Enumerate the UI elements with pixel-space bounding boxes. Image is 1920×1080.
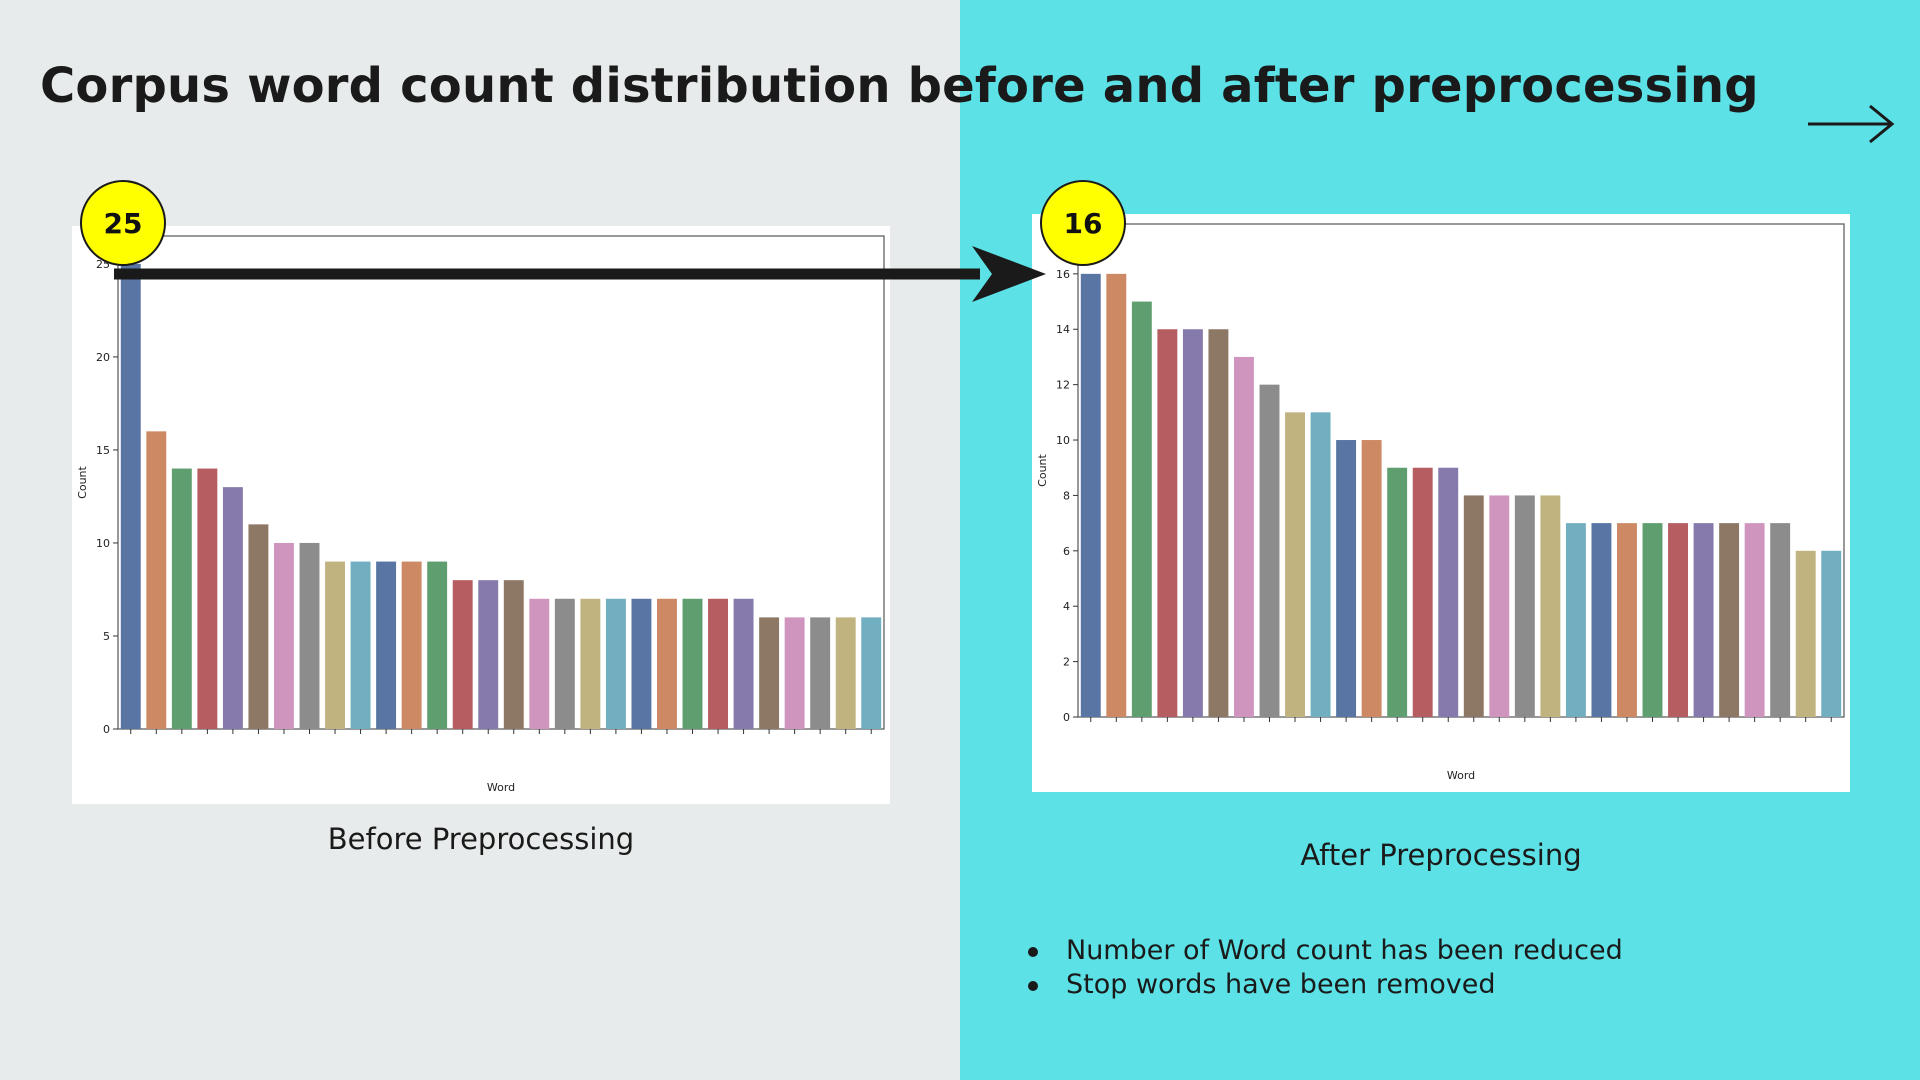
bar bbox=[1157, 329, 1178, 717]
bar bbox=[325, 561, 345, 729]
note-item: Stop words have been removed bbox=[1022, 968, 1623, 1002]
bar bbox=[1106, 273, 1127, 717]
y-tick-label: 0 bbox=[103, 723, 110, 736]
bar bbox=[1540, 495, 1561, 717]
bar bbox=[1361, 440, 1382, 717]
bar bbox=[248, 524, 269, 729]
bar bbox=[861, 617, 882, 729]
bar bbox=[733, 598, 754, 729]
y-tick-label: 12 bbox=[1056, 379, 1070, 392]
bar bbox=[1591, 523, 1612, 717]
bar bbox=[1310, 412, 1331, 717]
bar bbox=[1642, 523, 1663, 717]
bar bbox=[376, 561, 397, 729]
bar bbox=[1668, 523, 1688, 717]
bar bbox=[1693, 523, 1714, 717]
x-axis-label: Word bbox=[1447, 769, 1475, 782]
bar bbox=[1387, 467, 1408, 717]
bar bbox=[171, 468, 192, 729]
bar bbox=[1744, 523, 1765, 717]
bar bbox=[1336, 440, 1357, 717]
page-title: Corpus word count distribution before an… bbox=[40, 58, 1759, 114]
bar bbox=[222, 487, 243, 729]
bar bbox=[1131, 301, 1152, 717]
bar bbox=[1514, 495, 1535, 717]
plot-frame bbox=[117, 235, 885, 730]
bar bbox=[1463, 495, 1484, 717]
x-axis-label: Word bbox=[487, 781, 515, 794]
y-tick-label: 4 bbox=[1063, 600, 1070, 613]
bar bbox=[1080, 273, 1101, 717]
bar bbox=[1795, 550, 1816, 717]
y-tick-label: 2 bbox=[1063, 656, 1070, 669]
notes-list: Number of Word count has been reduced St… bbox=[1022, 934, 1623, 1002]
bar bbox=[1438, 467, 1459, 717]
bar bbox=[452, 580, 473, 729]
y-tick-label: 5 bbox=[103, 630, 110, 643]
bar bbox=[580, 598, 601, 729]
chart-after-card: 0 2 4 6 8 10 12 14 16 Word Count bbox=[1032, 214, 1850, 792]
bar bbox=[759, 617, 780, 729]
chart-before-card: 0 5 10 15 20 25 Word Count bbox=[72, 226, 890, 804]
bar bbox=[1770, 523, 1791, 717]
caption-before: Before Preprocessing bbox=[327, 822, 635, 856]
y-tick-label: 8 bbox=[1063, 489, 1070, 502]
bar bbox=[299, 542, 320, 729]
bar bbox=[631, 598, 652, 729]
bar bbox=[401, 561, 422, 729]
y-tick-label: 20 bbox=[96, 351, 110, 364]
bar bbox=[1234, 356, 1254, 717]
bar bbox=[784, 617, 805, 729]
bar bbox=[1565, 523, 1586, 717]
bar bbox=[554, 598, 575, 729]
bar bbox=[708, 598, 728, 729]
bar bbox=[197, 468, 218, 729]
y-axis-label: Count bbox=[1036, 453, 1049, 486]
bar bbox=[1412, 467, 1433, 717]
connector-arrow bbox=[114, 246, 1046, 302]
plot-frame bbox=[1077, 223, 1845, 718]
bar bbox=[120, 263, 141, 729]
y-axis-label: Count bbox=[76, 465, 89, 498]
bar bbox=[529, 598, 550, 729]
bar bbox=[1285, 412, 1305, 717]
y-tick-label: 10 bbox=[1056, 434, 1070, 447]
bar bbox=[605, 598, 626, 729]
bar bbox=[350, 561, 371, 729]
bar bbox=[1182, 329, 1203, 717]
bar bbox=[1259, 384, 1280, 717]
bar bbox=[427, 561, 448, 729]
right-arrow-icon[interactable] bbox=[1806, 100, 1896, 148]
bar bbox=[503, 580, 524, 729]
y-tick-label: 16 bbox=[1056, 268, 1070, 281]
y-tick-label: 6 bbox=[1063, 545, 1070, 558]
bar bbox=[478, 580, 499, 729]
bar bbox=[682, 598, 703, 729]
bar bbox=[1617, 523, 1637, 717]
badge-after: 16 bbox=[1040, 180, 1126, 266]
bar bbox=[1208, 329, 1229, 717]
badge-before: 25 bbox=[80, 180, 166, 266]
bar bbox=[1719, 523, 1740, 717]
y-tick-label: 0 bbox=[1063, 711, 1070, 724]
y-tick-label: 10 bbox=[96, 537, 110, 550]
bar bbox=[1489, 495, 1510, 717]
bar bbox=[657, 598, 677, 729]
bar bbox=[810, 617, 831, 729]
bar bbox=[146, 431, 167, 729]
y-tick-label: 14 bbox=[1056, 323, 1070, 336]
bar bbox=[274, 542, 294, 729]
bar bbox=[835, 617, 856, 729]
bar bbox=[1821, 550, 1842, 717]
y-tick-label: 15 bbox=[96, 444, 110, 457]
caption-after: After Preprocessing bbox=[1300, 838, 1582, 872]
note-item: Number of Word count has been reduced bbox=[1022, 934, 1623, 968]
chart-after: 0 2 4 6 8 10 12 14 16 Word Count bbox=[1036, 223, 1845, 782]
